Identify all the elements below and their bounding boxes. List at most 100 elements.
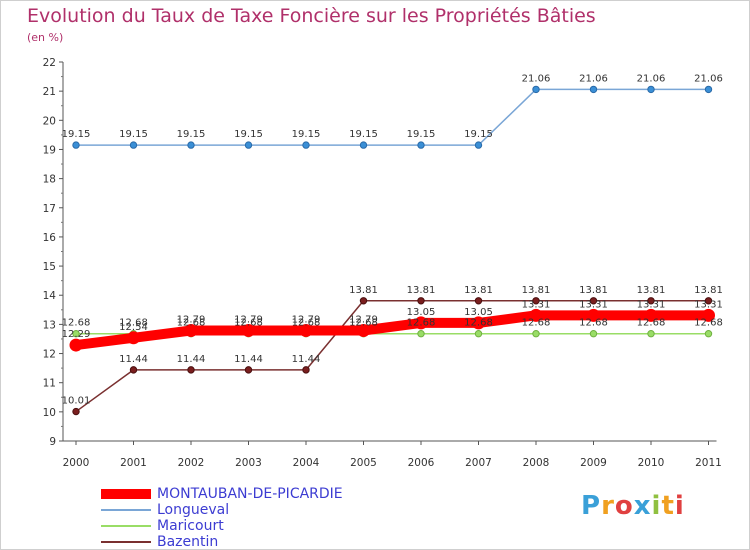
data-point-bazentin — [647, 297, 655, 305]
y-tick-label: 16 — [43, 232, 57, 244]
y-tick-label: 17 — [43, 203, 56, 215]
data-label-maricourt: 12.68 — [579, 318, 608, 329]
data-point-maricourt — [417, 330, 425, 338]
legend-label-maricourt: Maricourt — [157, 518, 224, 534]
data-label-montauban: 12.79 — [292, 315, 321, 326]
data-label-montauban: 13.31 — [579, 299, 608, 310]
logo-letter: i — [674, 491, 685, 521]
y-tick-label: 14 — [43, 290, 57, 302]
data-label-longueval: 19.15 — [464, 129, 493, 140]
x-tick-label: 2008 — [523, 457, 550, 469]
x-tick-label: 2011 — [695, 457, 722, 469]
data-label-longueval: 19.15 — [234, 129, 263, 140]
data-point-bazentin — [417, 297, 425, 305]
data-label-montauban: 13.31 — [694, 299, 723, 310]
data-point-bazentin — [129, 366, 138, 374]
data-point-longueval — [647, 85, 655, 94]
y-tick-label: 11 — [43, 378, 56, 390]
x-tick-label: 2007 — [465, 457, 492, 469]
data-label-longueval: 19.15 — [62, 129, 91, 140]
y-tick-label: 19 — [43, 144, 56, 156]
data-label-bazentin: 13.81 — [349, 285, 378, 296]
legend-swatch-montauban — [101, 489, 151, 499]
data-point-maricourt — [72, 330, 80, 338]
chart-subtitle: (en %) — [27, 31, 64, 44]
legend-item-longueval: Longueval — [101, 502, 401, 518]
data-point-longueval — [589, 85, 598, 94]
data-label-montauban: 13.31 — [522, 299, 551, 310]
data-point-montauban — [127, 331, 140, 345]
data-label-bazentin: 13.81 — [407, 285, 436, 296]
y-tick-label: 9 — [49, 436, 56, 448]
data-point-montauban — [472, 316, 485, 330]
data-point-maricourt — [474, 330, 483, 338]
data-labels-layer: 19.15 19.15 19.15 19.15 19.15 19.15 19.15 19.15… — [62, 73, 723, 406]
series-line-bazentin — [75, 300, 710, 413]
y-tick-label: 10 — [43, 407, 56, 419]
data-point-longueval — [474, 141, 483, 149]
data-label-longueval: 19.15 — [407, 129, 436, 140]
logo-letter: r — [601, 491, 615, 521]
data-label-maricourt: 12.68 — [234, 318, 263, 329]
data-label-longueval: 21.06 — [579, 73, 608, 84]
logo-letter: o — [614, 491, 634, 521]
data-point-montauban — [587, 308, 600, 322]
data-label-maricourt: 12.68 — [292, 318, 321, 329]
legend-item-maricourt: Maricourt — [101, 518, 401, 534]
data-label-bazentin: 13.81 — [694, 285, 723, 296]
data-point-bazentin — [72, 407, 80, 416]
y-tick-label: 12 — [43, 349, 56, 361]
series-line-longueval — [75, 88, 710, 146]
data-label-bazentin: 10.01 — [62, 396, 91, 407]
legend-label-montauban: MONTAUBAN-DE-PICARDIE — [157, 486, 343, 502]
legend-label-longueval: Longueval — [157, 502, 230, 518]
x-tick-label: 2009 — [580, 457, 607, 469]
data-label-longueval: 19.15 — [349, 129, 378, 140]
data-point-longueval — [302, 141, 310, 149]
data-label-bazentin: 11.44 — [292, 354, 321, 365]
data-point-bazentin — [474, 297, 483, 305]
legend-swatch-longueval — [101, 509, 151, 511]
data-point-montauban — [702, 308, 715, 322]
data-point-longueval — [704, 85, 713, 94]
data-point-montauban — [414, 316, 428, 330]
data-point-maricourt — [532, 330, 540, 338]
axes: 9 10 11 12 13 14 15 16 17 18 19 20 21 22 2000 2001 2002 2… — [43, 57, 722, 469]
x-tick-label: 2001 — [120, 457, 147, 469]
legend: MONTAUBAN-DE-PICARDIE Longueval Maricour… — [101, 486, 401, 550]
logo-letter: t — [661, 491, 675, 521]
data-point-bazentin — [704, 297, 713, 305]
y-tick-label: 13 — [43, 319, 56, 331]
data-point-montauban — [299, 324, 313, 338]
data-label-bazentin: 13.81 — [464, 285, 493, 296]
data-point-bazentin — [359, 297, 368, 305]
logo-letter: P — [581, 491, 602, 521]
data-point-montauban — [242, 324, 255, 338]
data-label-longueval: 21.06 — [694, 73, 723, 84]
data-label-montauban: 12.79 — [177, 315, 206, 326]
data-point-bazentin — [589, 297, 598, 305]
data-label-bazentin: 11.44 — [119, 354, 148, 365]
data-point-maricourt — [647, 330, 655, 338]
data-label-maricourt: 12.68 — [349, 318, 378, 329]
data-label-longueval: 19.15 — [292, 129, 321, 140]
logo-letter: x — [633, 491, 652, 521]
data-label-maricourt: 12.68 — [464, 318, 493, 329]
chart-title: Evolution du Taux de Taxe Foncière sur l… — [27, 5, 596, 27]
data-point-montauban — [644, 308, 658, 322]
data-point-maricourt — [704, 330, 713, 338]
data-point-bazentin — [244, 366, 253, 374]
y-tick-label: 15 — [43, 261, 56, 273]
data-label-longueval: 19.15 — [119, 129, 148, 140]
data-label-montauban: 13.31 — [637, 299, 666, 310]
x-tick-label: 2002 — [178, 457, 205, 469]
data-point-bazentin — [302, 366, 310, 374]
data-label-longueval: 19.15 — [177, 129, 206, 140]
data-label-bazentin: 13.81 — [579, 285, 608, 296]
data-label-bazentin: 13.81 — [637, 285, 666, 296]
legend-label-bazentin: Bazentin — [157, 534, 219, 550]
data-point-longueval — [417, 141, 425, 149]
data-label-bazentin: 11.44 — [177, 354, 206, 365]
